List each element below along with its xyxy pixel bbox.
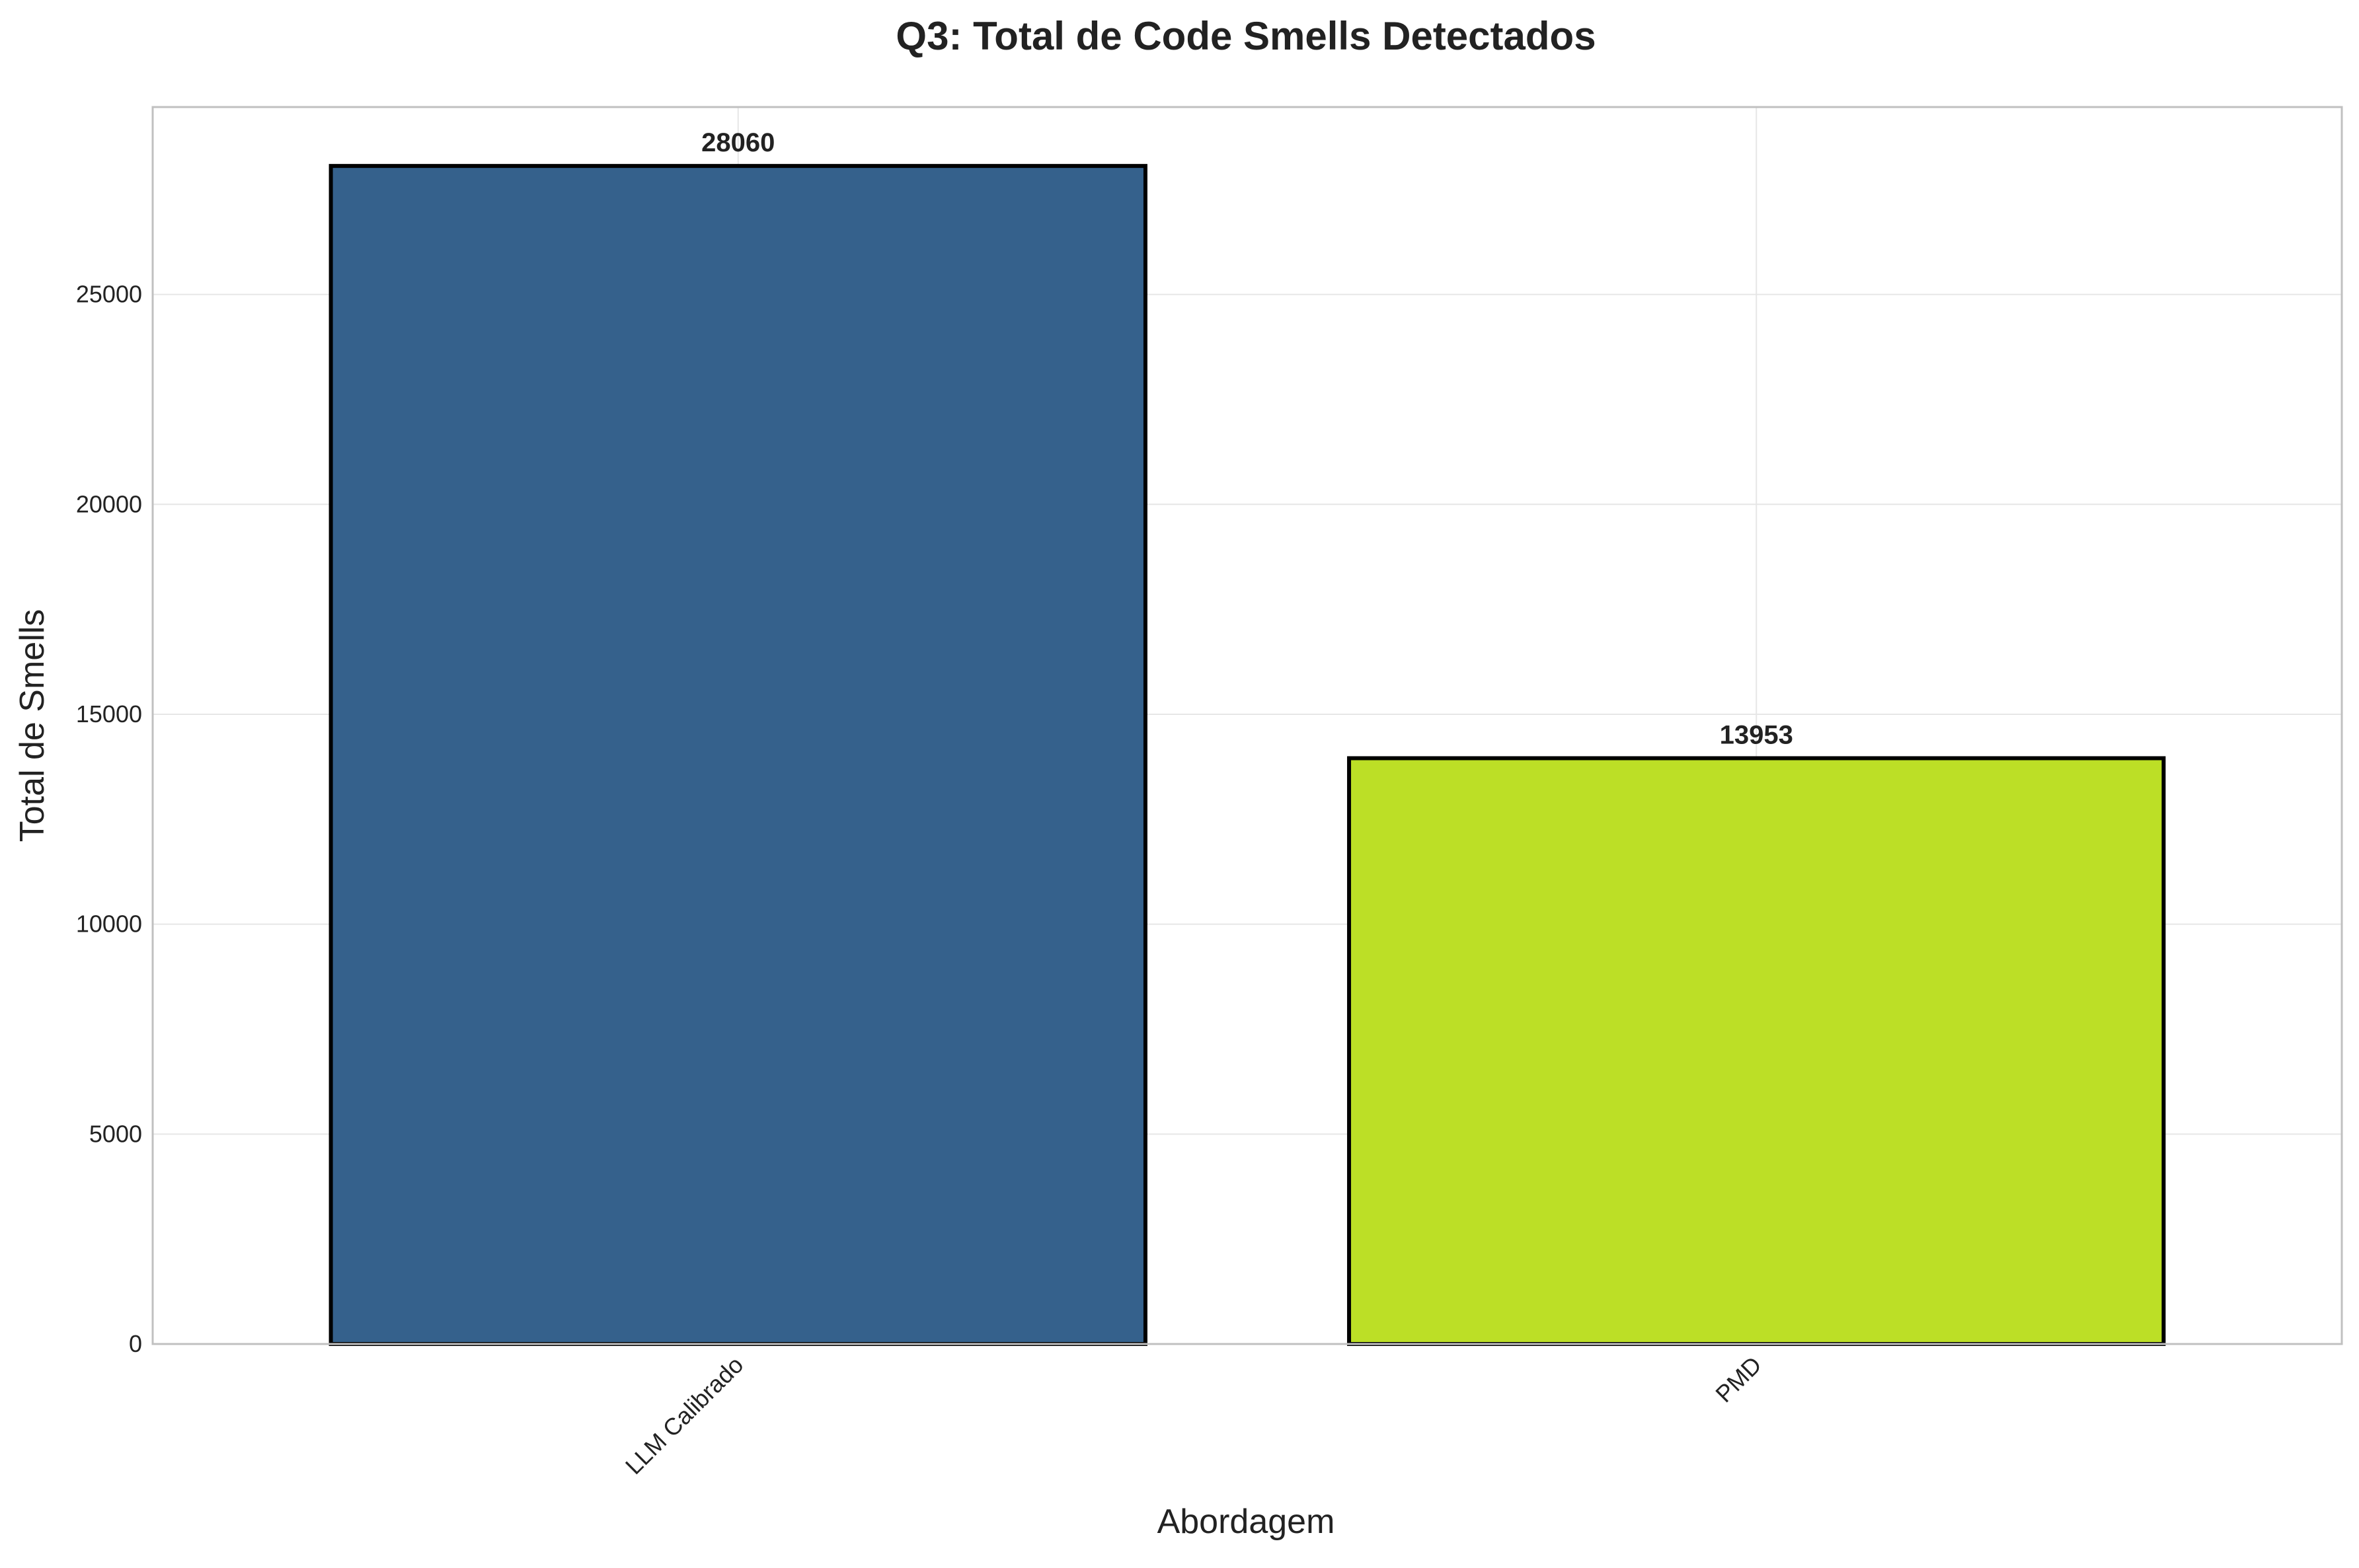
y-tick-label: 5000 bbox=[89, 1120, 142, 1147]
y-axis-label: Total de Smells bbox=[13, 609, 52, 842]
bar-value-label: 28060 bbox=[701, 128, 775, 157]
y-tick-label: 25000 bbox=[76, 281, 142, 308]
y-tick-label: 20000 bbox=[76, 490, 142, 517]
y-tick-label: 15000 bbox=[76, 700, 142, 728]
y-tick-label: 10000 bbox=[76, 911, 142, 938]
x-axis-label: Abordagem bbox=[1157, 1503, 1335, 1541]
bar-value-label: 13953 bbox=[1720, 720, 1793, 749]
bar-pmd bbox=[1347, 756, 2166, 1346]
bars bbox=[329, 164, 2166, 1347]
plot-frame bbox=[151, 106, 2343, 1345]
chart-title: Q3: Total de Code Smells Detectados bbox=[896, 14, 1596, 58]
bar-value-labels: 28060 13953 bbox=[701, 128, 1793, 749]
bar-llm-calibrado bbox=[329, 164, 1147, 1347]
y-tick-label: 0 bbox=[129, 1330, 142, 1357]
y-tick-labels: 0 5000 10000 15000 20000 25000 bbox=[76, 281, 142, 1357]
